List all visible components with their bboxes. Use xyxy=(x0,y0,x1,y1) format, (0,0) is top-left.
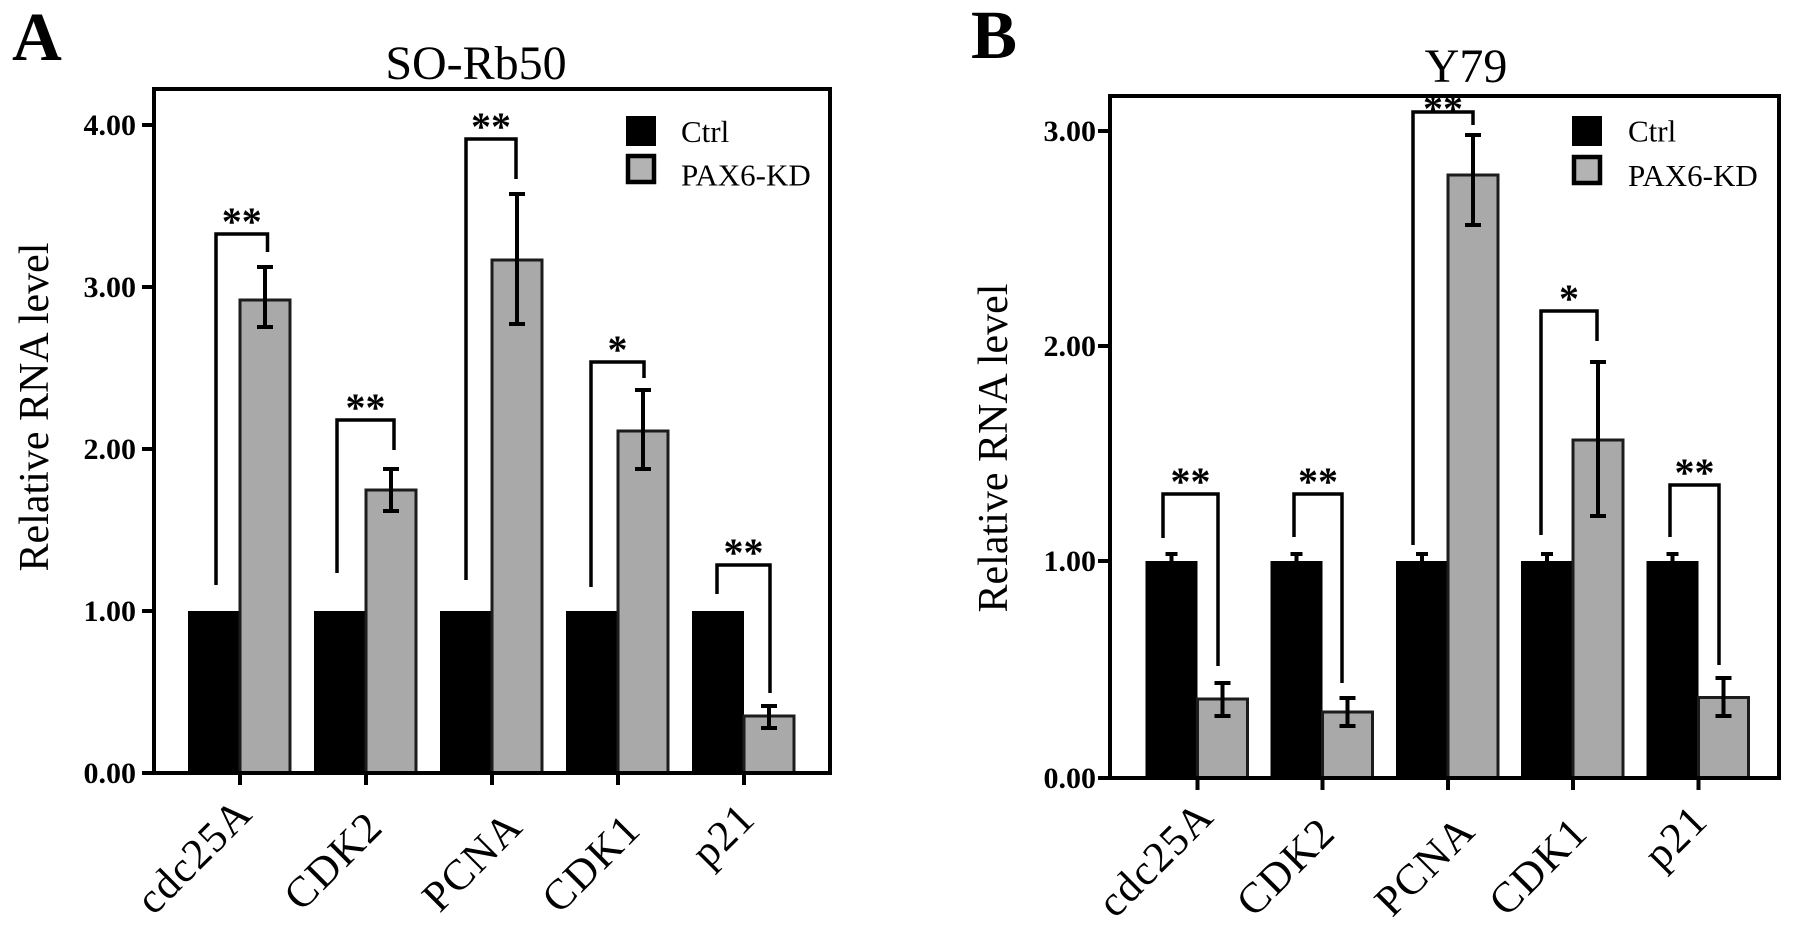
svg-text:Ctrl: Ctrl xyxy=(681,114,729,149)
svg-text:2.00: 2.00 xyxy=(1044,330,1097,363)
svg-text:1.00: 1.00 xyxy=(1044,545,1097,578)
svg-text:*: * xyxy=(608,327,628,372)
svg-text:**: ** xyxy=(1423,86,1463,131)
svg-text:PAX6-KD: PAX6-KD xyxy=(681,158,811,193)
svg-text:*: * xyxy=(1559,276,1579,321)
svg-text:3.00: 3.00 xyxy=(84,271,137,304)
svg-text:1.00: 1.00 xyxy=(84,595,137,628)
svg-text:Relative RNA level: Relative RNA level xyxy=(971,284,1017,613)
svg-text:Ctrl: Ctrl xyxy=(1628,114,1676,149)
svg-text:Relative RNA level: Relative RNA level xyxy=(12,243,58,572)
svg-text:A: A xyxy=(12,0,62,75)
svg-text:**: ** xyxy=(471,104,511,149)
svg-text:0.00: 0.00 xyxy=(1044,762,1097,795)
svg-text:**: ** xyxy=(724,530,764,575)
svg-text:4.00: 4.00 xyxy=(84,109,137,142)
svg-text:3.00: 3.00 xyxy=(1044,115,1097,148)
svg-text:SO-Rb50: SO-Rb50 xyxy=(385,37,566,90)
svg-text:**: ** xyxy=(1171,459,1211,504)
svg-text:**: ** xyxy=(1675,450,1715,495)
svg-text:PAX6-KD: PAX6-KD xyxy=(1628,158,1758,193)
svg-text:**: ** xyxy=(1298,459,1338,504)
svg-text:B: B xyxy=(971,0,1017,73)
svg-text:Y79: Y79 xyxy=(1425,40,1508,93)
svg-text:**: ** xyxy=(346,385,386,430)
svg-text:2.00: 2.00 xyxy=(84,433,137,466)
svg-text:0.00: 0.00 xyxy=(84,757,137,790)
svg-text:**: ** xyxy=(222,199,262,244)
